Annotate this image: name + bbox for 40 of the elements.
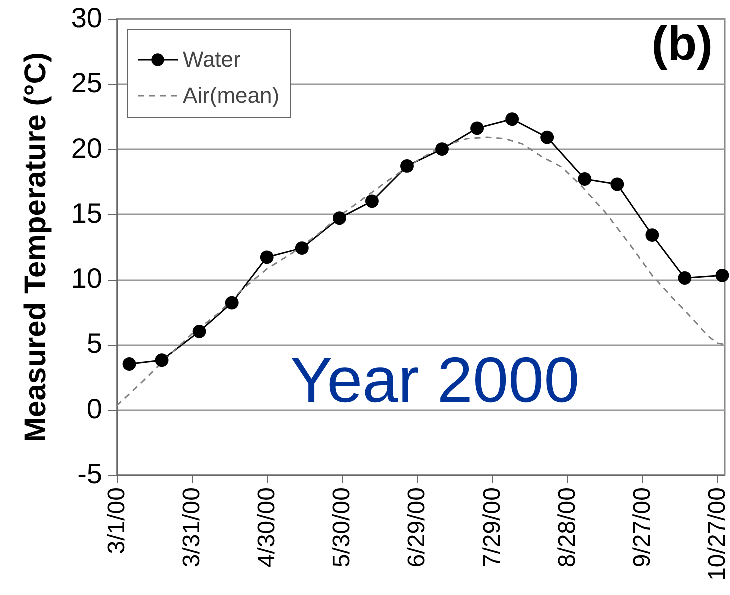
- y-tick-label: 10: [71, 263, 102, 294]
- y-tick-label: 0: [86, 393, 102, 424]
- point: [506, 112, 520, 126]
- y-tick-label: 20: [71, 132, 102, 164]
- point: [540, 130, 554, 144]
- annotation: Year 2000: [290, 344, 580, 416]
- x-tick-label: 10/27/00: [704, 488, 730, 581]
- x-tick-label: 3/31/00: [178, 488, 206, 568]
- legend-label: Air(mean): [183, 83, 280, 108]
- point: [400, 160, 414, 173]
- point: [122, 358, 136, 371]
- point: [578, 172, 592, 186]
- point: [436, 142, 449, 156]
- x-tick-label: 3/1/00: [104, 488, 130, 554]
- point: [366, 194, 379, 208]
- x-tick-label: 9/27/00: [628, 488, 656, 568]
- point: [260, 250, 274, 264]
- point: [295, 242, 309, 255]
- point: [155, 354, 169, 368]
- point: [610, 178, 624, 192]
- x-tick-label: 7/29/00: [478, 488, 506, 568]
- y-tick-label: 5: [86, 328, 102, 360]
- x-tick-label: 5/30/00: [328, 488, 356, 568]
- point: [332, 212, 346, 226]
- y-tick-label: 15: [71, 198, 102, 229]
- point: [192, 324, 206, 338]
- y-axis-title: Measured Temperature (°C): [19, 52, 52, 442]
- x-tick-label: 4/30/00: [254, 488, 281, 568]
- point: [716, 268, 730, 282]
- x-tick-label: 8/28/00: [554, 488, 581, 568]
- legend-label: Water: [183, 47, 241, 72]
- annotation: (b): [652, 18, 713, 71]
- x-tick-label: 6/29/00: [404, 488, 431, 568]
- y-tick-label: 30: [71, 2, 102, 34]
- point: [470, 122, 484, 136]
- y-tick-label: -5: [78, 458, 102, 490]
- y-tick-label: 25: [71, 68, 102, 99]
- point: [646, 228, 660, 242]
- point: [225, 296, 239, 310]
- point: [678, 272, 692, 285]
